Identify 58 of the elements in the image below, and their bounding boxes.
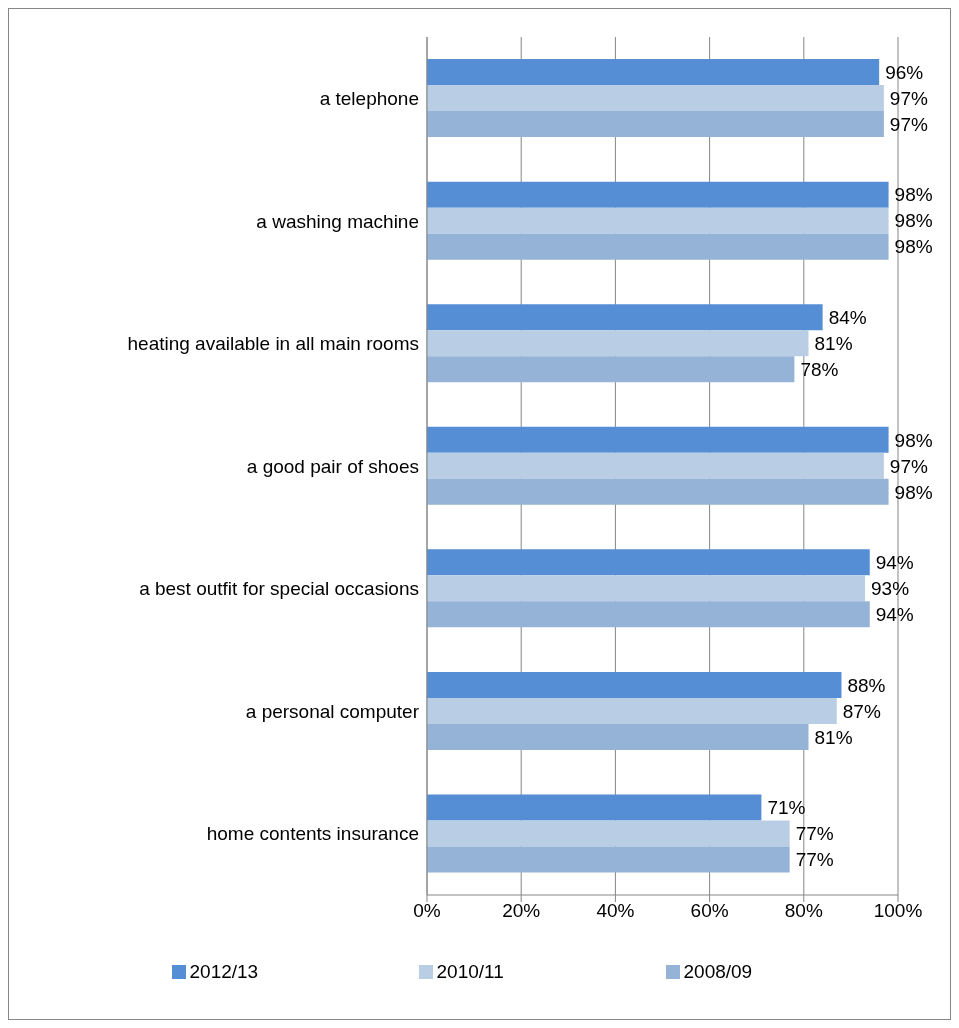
bar [427,356,795,383]
data-label: 97% [889,87,928,109]
legend-label: 2012/13 [189,961,259,983]
data-label: 78% [800,358,839,380]
y-tick-label: a best outfit for special occasions [139,578,419,600]
bar [427,330,809,357]
data-label: 88% [847,674,886,696]
data-label: 94% [875,604,914,626]
data-label: 71% [767,797,806,819]
bar [427,426,889,453]
data-label: 96% [885,61,924,83]
y-tick-label: a personal computer [245,700,420,722]
x-tick-label: 60% [690,900,729,922]
bar [427,601,870,628]
data-label: 98% [894,210,933,232]
bar [427,671,842,698]
bar [427,723,809,750]
bar [427,697,837,724]
data-label: 94% [875,552,914,574]
data-label: 81% [814,332,853,354]
bar [427,85,884,112]
legend-label: 2008/09 [683,961,753,983]
bar [427,181,889,208]
bar [427,820,790,847]
bar [427,233,889,260]
data-label: 97% [889,455,928,477]
y-tick-label: a telephone [319,88,419,110]
x-tick-label: 20% [502,900,541,922]
y-tick-label: home contents insurance [206,823,419,845]
data-label: 77% [795,823,834,845]
bar [427,111,884,138]
data-label: 81% [814,726,853,748]
bar [427,794,762,821]
x-tick-label: 80% [784,900,823,922]
data-label: 97% [889,113,928,135]
y-tick-label: a good pair of shoes [246,455,419,477]
data-label: 98% [894,481,933,503]
y-tick-label: a washing machine [256,210,419,232]
data-label: 84% [828,306,867,328]
bar [427,575,866,602]
legend-label: 2010/11 [436,961,504,983]
bar [427,452,884,479]
data-label: 98% [894,236,933,258]
bar [427,207,889,234]
data-label: 77% [795,849,834,871]
x-tick-label: 100% [873,900,923,922]
data-label: 87% [842,700,881,722]
bar [427,478,889,505]
bar [427,304,823,331]
bar [427,549,870,576]
data-label: 93% [871,578,910,600]
x-tick-label: 40% [596,900,635,922]
x-tick-label: 0% [413,900,441,922]
data-label: 98% [894,184,933,206]
bar [427,59,880,86]
bar [427,846,790,873]
data-label: 98% [894,429,933,451]
y-tick-label: heating available in all main rooms [127,333,419,355]
